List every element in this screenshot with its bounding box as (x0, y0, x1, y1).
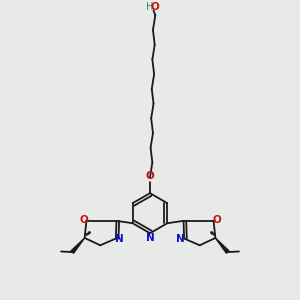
Text: O: O (150, 2, 159, 12)
Polygon shape (71, 238, 85, 253)
Text: O: O (145, 170, 154, 181)
Text: H: H (146, 2, 153, 12)
Text: O: O (79, 215, 88, 225)
Polygon shape (215, 238, 229, 253)
Text: N: N (115, 233, 124, 244)
Text: O: O (212, 215, 221, 225)
Text: N: N (146, 233, 154, 243)
Text: N: N (176, 233, 185, 244)
